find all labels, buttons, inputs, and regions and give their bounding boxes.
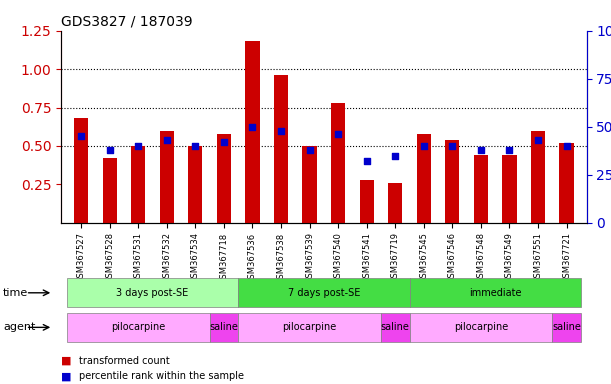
Point bbox=[447, 143, 457, 149]
Text: time: time bbox=[3, 288, 28, 298]
Point bbox=[219, 139, 229, 145]
Text: 7 days post-SE: 7 days post-SE bbox=[288, 288, 360, 298]
Bar bbox=[188, 146, 202, 223]
Text: pilocarpine: pilocarpine bbox=[111, 322, 166, 333]
Bar bbox=[217, 134, 231, 223]
Bar bbox=[560, 143, 574, 223]
Bar bbox=[302, 146, 316, 223]
Text: pilocarpine: pilocarpine bbox=[282, 322, 337, 333]
Text: saline: saline bbox=[210, 322, 238, 333]
Point bbox=[276, 127, 286, 134]
Point bbox=[562, 143, 571, 149]
Point bbox=[191, 143, 200, 149]
Point bbox=[419, 143, 429, 149]
Point bbox=[247, 124, 257, 130]
Text: ■: ■ bbox=[61, 371, 71, 381]
Bar bbox=[388, 183, 403, 223]
Point bbox=[133, 143, 143, 149]
Text: immediate: immediate bbox=[469, 288, 521, 298]
Bar bbox=[359, 180, 374, 223]
Text: saline: saline bbox=[381, 322, 409, 333]
Text: saline: saline bbox=[552, 322, 581, 333]
Point bbox=[390, 152, 400, 159]
Point bbox=[104, 147, 114, 153]
Bar bbox=[103, 158, 117, 223]
Bar bbox=[245, 41, 260, 223]
Bar bbox=[531, 131, 545, 223]
Bar bbox=[502, 155, 516, 223]
Text: transformed count: transformed count bbox=[79, 356, 170, 366]
Point bbox=[305, 147, 315, 153]
Bar bbox=[159, 131, 174, 223]
Point bbox=[76, 133, 86, 139]
Point bbox=[505, 147, 514, 153]
Bar bbox=[417, 134, 431, 223]
Bar bbox=[274, 75, 288, 223]
Bar bbox=[445, 140, 459, 223]
Bar bbox=[131, 146, 145, 223]
Point bbox=[162, 137, 172, 143]
Point bbox=[476, 147, 486, 153]
Text: 3 days post-SE: 3 days post-SE bbox=[116, 288, 189, 298]
Bar bbox=[331, 103, 345, 223]
Point bbox=[333, 131, 343, 137]
Point bbox=[533, 137, 543, 143]
Text: pilocarpine: pilocarpine bbox=[454, 322, 508, 333]
Text: percentile rank within the sample: percentile rank within the sample bbox=[79, 371, 244, 381]
Point bbox=[362, 158, 371, 164]
Text: ■: ■ bbox=[61, 356, 71, 366]
Text: GDS3827 / 187039: GDS3827 / 187039 bbox=[61, 14, 192, 28]
Bar bbox=[74, 118, 88, 223]
Bar bbox=[474, 155, 488, 223]
Text: agent: agent bbox=[3, 322, 35, 333]
